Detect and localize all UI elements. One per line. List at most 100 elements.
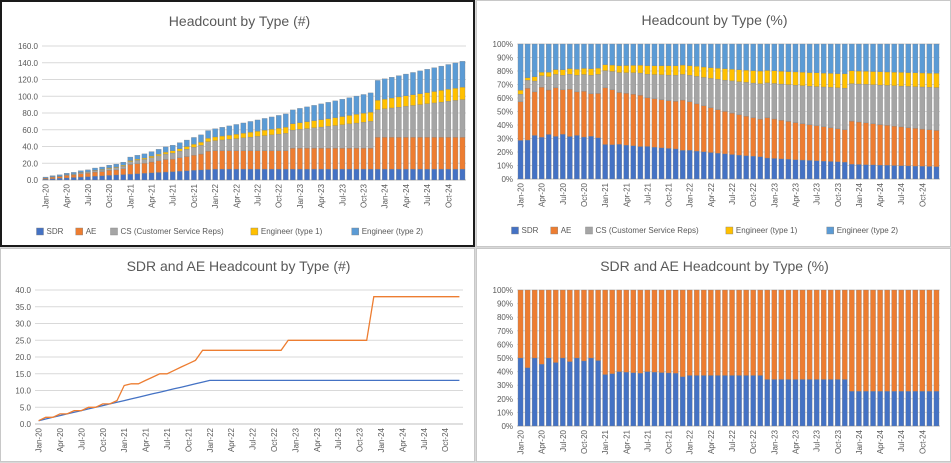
bar-segment [737,155,742,179]
bar-segment [241,123,246,133]
bar-segment [92,168,97,170]
bar-segment [206,151,211,169]
bar-segment [694,76,699,103]
bar-segment [177,171,182,180]
bar-segment [347,169,352,180]
bar-segment [368,93,373,112]
bar-segment [673,75,678,101]
bar-segment [687,102,692,151]
x-tick-label: Oct-22 [749,429,758,454]
bar-segment [297,108,302,122]
bar-segment [290,148,295,169]
bar-segment [722,111,727,153]
bar-segment [340,117,345,125]
bar-segment [856,164,861,179]
bar-segment [410,95,415,106]
bar-segment [680,100,685,150]
bar-segment [694,66,699,76]
bar-segment [800,44,805,72]
bar-segment [539,87,544,137]
bar-segment [631,146,636,179]
bar-segment [885,290,890,391]
bar-segment [439,66,444,90]
bar-segment [532,358,537,426]
bar-segment [163,147,168,152]
y-tick-label: 0% [501,422,513,431]
bar-segment [71,175,76,178]
bar-segment [913,391,918,426]
bar-segment [326,119,331,127]
bar-segment [892,290,897,391]
bar-segment [290,169,295,180]
bar-segment [835,74,840,88]
bar-segment [715,44,720,68]
bar-segment [361,94,366,113]
bar-segment [631,65,636,72]
bar-segment [610,44,615,65]
x-tick-label: Apr-22 [707,182,716,207]
bar-segment [722,69,727,80]
bar-segment [553,136,558,179]
bar-segment [403,169,408,180]
y-tick-label: 40% [497,121,513,130]
bar-segment [432,137,437,169]
bar-segment [934,44,939,73]
bar-segment [581,68,586,74]
bar-segment [603,375,608,426]
headcount-percent-chart-panel[interactable]: Headcount by Type (%)0%10%20%30%40%50%60… [476,0,951,247]
bar-segment [744,82,749,116]
bar-segment [779,379,784,426]
bar-segment [588,358,593,426]
bar-segment [652,44,657,66]
bar-segment [856,391,861,426]
bar-segment [460,169,465,180]
sdr-ae-percent-chart-panel[interactable]: SDR and AE Headcount by Type (%)0%10%20%… [476,248,951,462]
x-tick-label: Jul-23 [334,427,343,449]
bar-segment [425,137,430,169]
x-tick-label: Oct-23 [356,427,365,452]
y-tick-label: 0.0 [20,420,32,429]
x-tick-label: Jan-24 [381,183,390,208]
x-tick-label: Jan-22 [211,183,220,208]
bar-segment [624,372,629,426]
bar-segment [410,72,415,94]
bar-segment [842,379,847,426]
x-tick-label: Jan-24 [855,182,864,207]
bar-segment [354,123,359,148]
sdr-ae-count-chart: SDR and AE Headcount by Type (#)0.05.010… [1,249,476,463]
bar-segment [312,148,317,169]
bar-segment [262,136,267,151]
y-tick-label: 20.0 [15,353,31,362]
bar-segment [737,70,742,82]
bar-segment [828,290,833,379]
bar-segment [191,170,196,180]
legend-swatch [726,227,733,234]
bar-segment [793,72,798,85]
bar-segment [814,44,819,73]
bar-segment [878,290,883,391]
bar-segment [751,44,756,71]
bar-segment [885,44,890,72]
bar-segment [389,98,394,108]
bar-segment [581,290,586,361]
bar-segment [694,290,699,375]
x-tick-label: Jul-24 [897,429,906,451]
bar-segment [807,160,812,179]
bar-segment [354,148,359,169]
x-tick-label: Jul-22 [249,427,258,449]
bar-segment [460,61,465,87]
bar-segment [673,101,678,149]
y-tick-label: 30.0 [15,320,31,329]
x-tick-label: Jul-22 [728,182,737,204]
bar-segment [913,73,918,87]
bar-segment [645,290,650,372]
bar-segment [184,171,189,180]
bar-segment [304,122,309,129]
bar-segment [382,79,387,99]
bar-segment [354,96,359,114]
x-tick-label: Jul-24 [420,427,429,449]
x-tick-label: Oct-24 [444,183,453,208]
bar-segment [744,290,749,375]
